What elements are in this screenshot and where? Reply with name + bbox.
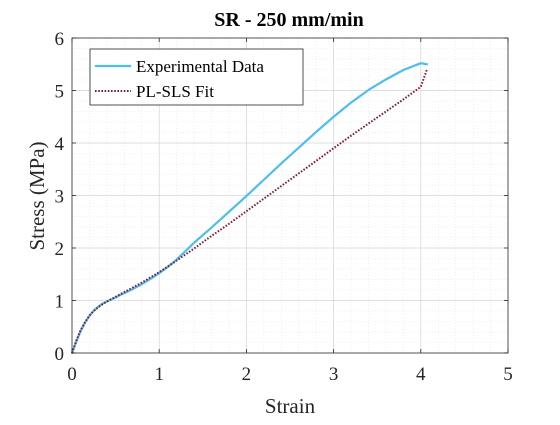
y-tick-label: 2 xyxy=(55,239,65,260)
x-tick-label: 4 xyxy=(416,364,426,385)
x-tick-label: 2 xyxy=(242,364,252,385)
y-tick-label: 1 xyxy=(55,292,65,313)
y-tick-label: 3 xyxy=(55,187,65,208)
legend-label-fit: PL-SLS Fit xyxy=(136,82,214,101)
x-tick-label: 5 xyxy=(503,364,513,385)
x-axis-label: Strain xyxy=(265,394,316,418)
y-tick-label: 4 xyxy=(55,134,65,155)
y-tick-label: 5 xyxy=(55,82,65,103)
y-axis-label: Stress (MPa) xyxy=(25,141,49,250)
x-tick-label: 0 xyxy=(67,364,77,385)
chart-title: SR - 250 mm/min xyxy=(214,9,363,31)
x-tick-label: 1 xyxy=(154,364,164,385)
legend: Experimental Data PL-SLS Fit xyxy=(90,49,303,105)
legend-label-experimental: Experimental Data xyxy=(136,57,264,76)
x-tick-label: 3 xyxy=(329,364,339,385)
y-tick-label: 0 xyxy=(55,344,65,365)
y-tick-label: 6 xyxy=(55,29,65,50)
